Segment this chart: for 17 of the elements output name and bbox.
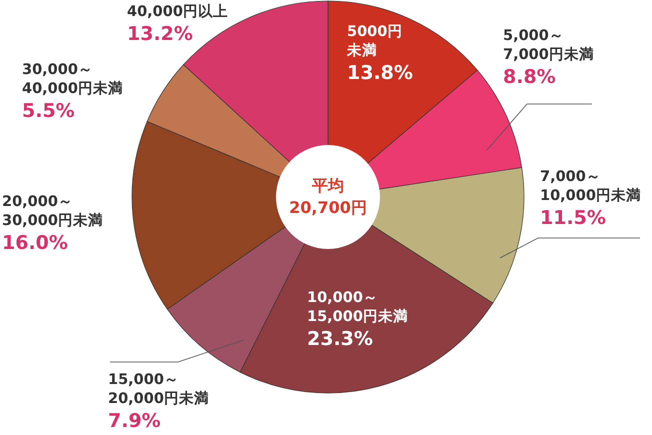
data-label: 23.3% <box>307 327 374 351</box>
slice-label: 5000円未満 <box>347 23 404 61</box>
slice-label: 15,000～20,000円未満 <box>108 371 210 409</box>
data-label: 8.8% <box>503 65 557 89</box>
slice-label: 20,000～30,000円未満 <box>2 193 104 231</box>
data-label: 16.0% <box>2 231 69 255</box>
data-label: 11.5% <box>540 206 607 230</box>
data-label: 13.2% <box>127 22 194 46</box>
data-label: 5.5% <box>22 99 76 123</box>
slice-label: 10,000～15,000円未満 <box>307 289 409 327</box>
slice-label: 7,000～10,000円未満 <box>540 168 642 206</box>
slice-label: 40,000円以上 <box>127 3 229 22</box>
data-label: 7.9% <box>108 409 162 433</box>
slice-label: 30,000～40,000円未満 <box>22 61 124 99</box>
data-label: 13.8% <box>347 61 413 85</box>
slice-label: 5,000～7,000円未満 <box>503 27 595 65</box>
text: 平均 20,700円 <box>289 176 367 217</box>
